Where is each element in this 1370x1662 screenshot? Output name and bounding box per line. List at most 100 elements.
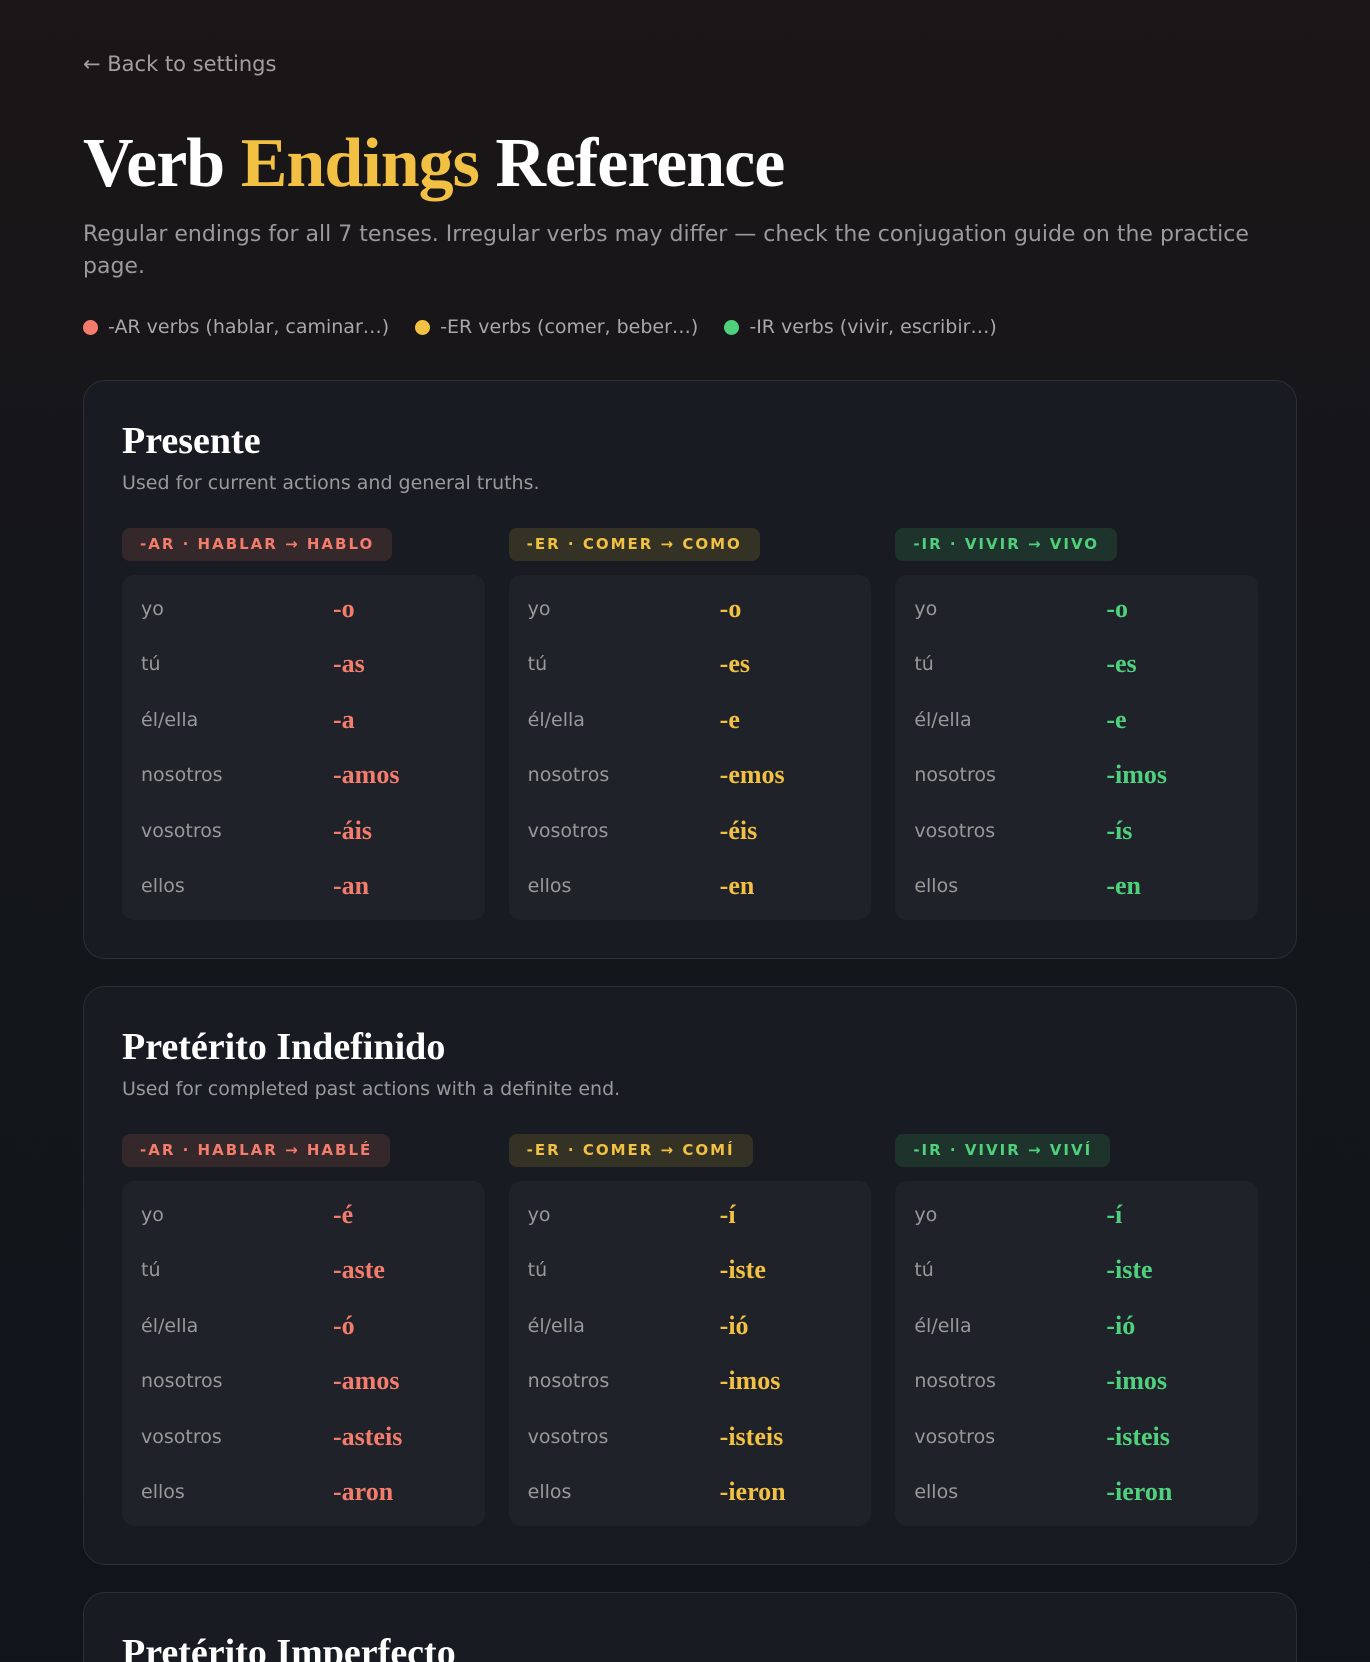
pronoun: él/ella — [914, 1314, 972, 1337]
pronoun: nosotros — [527, 1370, 610, 1393]
ending-row: vosotros -isteis — [895, 1409, 1258, 1465]
ending: -í — [1106, 1199, 1123, 1229]
pronoun: vosotros — [914, 1425, 996, 1448]
ending-row: nosotros -amos — [122, 748, 485, 804]
ending: -a — [333, 704, 355, 734]
pronoun: él/ella — [914, 708, 972, 731]
pronoun: vosotros — [527, 819, 609, 842]
back-link[interactable]: ← Back to settings — [83, 52, 277, 76]
ending-row: ellos -an — [122, 859, 485, 915]
pronoun: ellos — [141, 875, 185, 898]
pronoun: él/ella — [527, 708, 585, 731]
legend-item: -IR verbs (vivir, escribir…) — [724, 311, 997, 343]
ending: -aron — [333, 1477, 394, 1507]
ending-table: yo -o tú -es él/ella -e nosotros -imos vosotros -… — [895, 575, 1258, 920]
ending-row: yo -é — [122, 1187, 485, 1243]
ending-row: él/ella -ó — [122, 1298, 485, 1354]
pronoun: él/ella — [527, 1314, 585, 1337]
legend: -AR verbs (hablar, caminar…) -ER verbs (c… — [83, 311, 1297, 343]
ending: -isteis — [719, 1421, 784, 1451]
pronoun: vosotros — [914, 819, 996, 842]
ending: -ó — [333, 1310, 355, 1340]
title-word: Verb — [83, 125, 225, 202]
pronoun: vosotros — [141, 819, 222, 842]
ending-group: -IR · VIVIR → VIVÍ yo -í tú -iste él/ella -ió n… — [895, 1134, 1258, 1526]
pronoun: yo — [527, 597, 551, 620]
ending: -asteis — [333, 1421, 403, 1451]
pronoun: tú — [141, 1259, 161, 1282]
ending: -aste — [333, 1255, 385, 1285]
pronoun: vosotros — [141, 1425, 222, 1448]
ending-row: tú -iste — [509, 1243, 872, 1299]
legend-item: -AR verbs (hablar, caminar…) — [83, 311, 389, 343]
ending-columns: -AR · HABLAR → HABLO yo -o tú -as él/ella -a no… — [122, 528, 1258, 920]
ending: -amos — [333, 1366, 400, 1396]
legend-label: -ER verbs (comer, beber…) — [440, 316, 699, 338]
ending: -amos — [333, 760, 400, 790]
legend-label: -AR verbs (hablar, caminar…) — [108, 316, 390, 338]
ending-row: ellos -en — [895, 859, 1258, 915]
ending-row: yo -o — [509, 581, 872, 637]
tense-card: Presente Used for current actions and gen… — [83, 380, 1297, 959]
ending: -éis — [719, 815, 758, 845]
pronoun: yo — [141, 1203, 164, 1226]
ending: -í — [719, 1199, 736, 1229]
ending-row: él/ella -e — [509, 692, 872, 748]
ending-row: vosotros -áis — [122, 803, 485, 859]
pronoun: nosotros — [141, 1370, 223, 1393]
ending-row: nosotros -amos — [122, 1354, 485, 1410]
legend-label: -IR verbs (vivir, escribir…) — [749, 316, 997, 338]
ending-row: él/ella -ió — [895, 1298, 1258, 1354]
tense-description: Used for current actions and general tru… — [122, 472, 540, 494]
ending-table: yo -o tú -es él/ella -e nosotros -emos vosotros -… — [508, 575, 872, 920]
ending-row: yo -í — [509, 1187, 872, 1243]
ending-row: él/ella -a — [122, 692, 485, 748]
ending-row: nosotros -imos — [509, 1354, 872, 1410]
ending: -ió — [719, 1310, 749, 1340]
ending: -ió — [1106, 1310, 1136, 1340]
pronoun: él/ella — [141, 708, 199, 731]
tense-card: Pretérito Indefinido Used for completed p… — [83, 986, 1297, 1565]
ending: -iste — [1106, 1255, 1153, 1285]
ending: -e — [719, 704, 740, 734]
ending-group: -ER · COMER → COMO yo -o tú -es él/ella -e noso… — [508, 528, 872, 920]
ending-row: vosotros -éis — [509, 803, 872, 859]
ending-row: nosotros -emos — [509, 748, 872, 804]
ending-row: ellos -ieron — [895, 1465, 1258, 1521]
group-badge: -ER · COMER → COMÍ — [508, 1134, 753, 1167]
ending-row: ellos -en — [509, 859, 872, 915]
ending: -imos — [1106, 760, 1167, 790]
ending: -e — [1106, 704, 1127, 734]
subtitle: Regular endings for all 7 tenses. Irregu… — [83, 222, 1249, 279]
pronoun: ellos — [141, 1481, 185, 1504]
pronoun: nosotros — [914, 1370, 996, 1393]
legend-item: -ER verbs (comer, beber…) — [415, 311, 698, 343]
ending: -es — [719, 649, 750, 679]
ending-row: yo -o — [895, 581, 1258, 637]
ending-row: tú -es — [509, 637, 872, 693]
title-word: Reference — [495, 125, 785, 202]
ending: -emos — [719, 760, 785, 790]
ending-row: tú -iste — [895, 1243, 1258, 1299]
pronoun: tú — [527, 653, 548, 676]
ending-group: -AR · HABLAR → HABLÉ yo -é tú -aste él/ella -ó… — [122, 1134, 485, 1526]
ending-group: -AR · HABLAR → HABLO yo -o tú -as él/ella -a no… — [122, 528, 485, 920]
legend-dot — [415, 319, 431, 335]
ending-group: -ER · COMER → COMÍ yo -í tú -iste él/ella -ió n… — [508, 1134, 872, 1526]
ending-row: nosotros -imos — [895, 748, 1258, 804]
pronoun: nosotros — [527, 764, 610, 787]
ending-row: tú -aste — [122, 1243, 485, 1299]
pronoun: yo — [527, 1203, 551, 1226]
ending: -é — [333, 1199, 354, 1229]
ending: -ieron — [719, 1477, 786, 1507]
ending: -en — [1106, 871, 1141, 901]
group-badge: -ER · COMER → COMO — [508, 528, 760, 561]
ending: -an — [333, 871, 370, 901]
pronoun: yo — [914, 597, 938, 620]
ending-row: él/ella -e — [895, 692, 1258, 748]
pronoun: nosotros — [914, 764, 996, 787]
ending: -as — [333, 649, 365, 679]
ending-row: nosotros -imos — [895, 1354, 1258, 1410]
pronoun: tú — [914, 653, 934, 676]
